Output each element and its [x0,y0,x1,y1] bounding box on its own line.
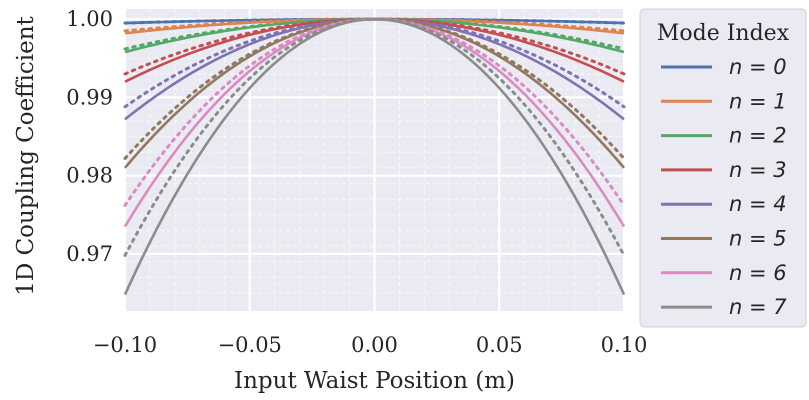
y-tick-label: 0.97 [66,242,113,266]
series-approx-line-5 [123,17,626,160]
series-line-7 [123,17,626,296]
legend-entry-1: n = 1 [729,89,787,113]
legend-entry-6: n = 6 [729,261,787,285]
legend-box [639,8,807,328]
x-tick-label: 0.00 [351,333,398,357]
legend-entry-3: n = 3 [729,158,787,182]
legend-entry-0: n = 0 [729,55,787,79]
legend-entry-5: n = 5 [729,227,787,251]
legend: Mode Index n = 0 n = 1 n = 2 n = 3 n = 4 n = 5… [639,8,807,328]
y-axis-label: 1D Coupling Coefficient [13,15,39,295]
x-tick-label: −0.05 [218,333,282,357]
series-approx-line-4 [123,17,626,109]
legend-entry-2: n = 2 [729,124,787,148]
x-axis-label: Input Waist Position (m) [234,368,515,394]
y-tick-label: 1.00 [66,7,113,31]
y-tick-label: 0.99 [66,85,113,109]
x-tick-label: −0.10 [93,333,157,357]
legend-entry-4: n = 4 [729,192,787,216]
x-tick-label: 0.10 [601,333,648,357]
legend-title: Mode Index [657,21,790,46]
y-tick-label: 0.98 [66,164,113,188]
legend-entry-7: n = 7 [729,295,787,319]
x-tick-label: 0.05 [476,333,523,357]
